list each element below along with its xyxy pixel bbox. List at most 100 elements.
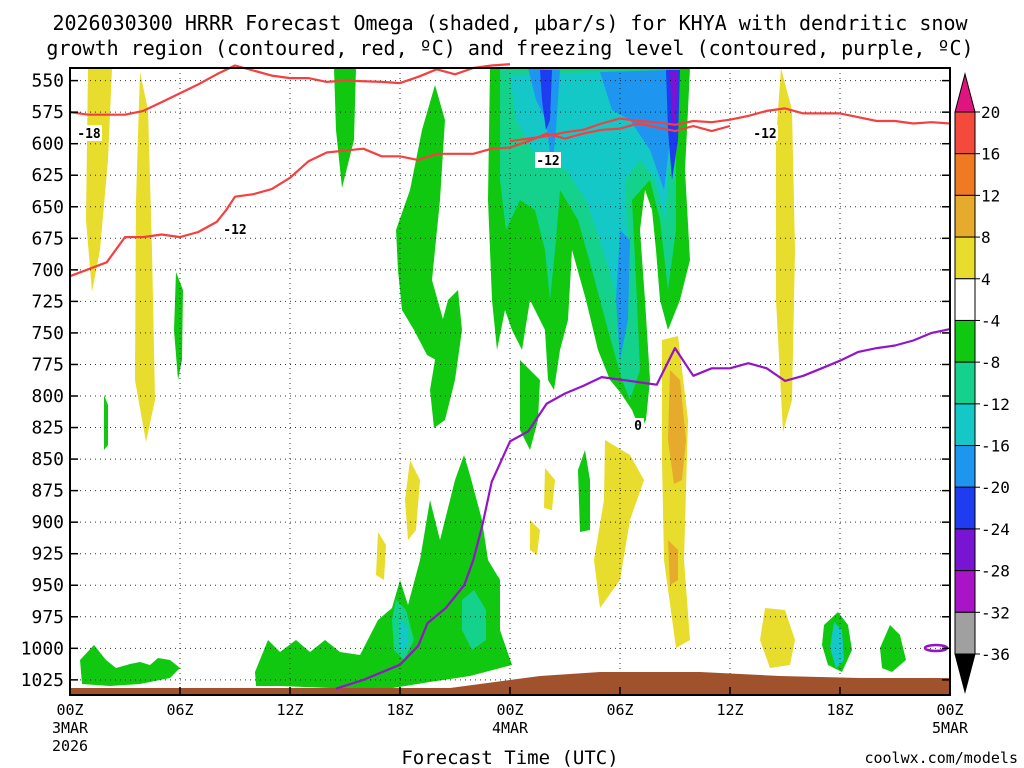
omega-green-region — [255, 455, 512, 690]
colorbar-label: 4 — [981, 270, 991, 289]
omega-green-region — [880, 625, 906, 672]
omega-green-region — [80, 645, 180, 686]
omega-green-region — [174, 272, 183, 380]
colorbar-swatch — [954, 111, 976, 155]
isotherm-series-line — [69, 122, 731, 278]
colorbar-label: 12 — [981, 186, 1000, 205]
colorbar-label: 20 — [981, 103, 1000, 122]
y-tick-label: 1025 — [21, 670, 64, 691]
isotherm-series-line — [509, 107, 951, 143]
omega-shading — [80, 68, 906, 690]
colorbar-swatch — [954, 278, 976, 321]
colorbar-swatch — [954, 403, 976, 447]
omega-purple-region — [670, 72, 678, 130]
omega-cyan-region — [400, 620, 408, 650]
credit-text: coolwx.com/models — [864, 749, 1018, 767]
colorbar-label: -36 — [981, 645, 1010, 664]
y-tick-label: 1000 — [21, 638, 64, 659]
colorbar-label: -16 — [981, 437, 1010, 456]
omega-yellow-region — [405, 460, 420, 540]
x-tick-label: 00Z — [936, 701, 963, 719]
colorbar-swatch — [954, 486, 976, 530]
y-tick-label: 750 — [31, 323, 64, 344]
y-tick-label: 875 — [31, 481, 64, 502]
colorbar-label: -4 — [981, 311, 1000, 330]
omega-yellow-region — [135, 72, 155, 442]
chart-title-line-1: 2026030300 HRRR Forecast Omega (shaded, … — [52, 11, 968, 35]
chart-title-line-2: growth region (contoured, red, ºC) and f… — [46, 36, 973, 60]
isotherm-label-m12-b: -12 — [536, 154, 559, 169]
omega-yellow-region — [544, 468, 555, 510]
x-axis-label: Forecast Time (UTC) — [401, 747, 618, 768]
isotherm-series-line — [335, 328, 951, 690]
contour-labels: -18 -12 -12 -12 0 — [76, 125, 778, 434]
colorbar-swatch — [954, 528, 976, 572]
isotherm-lines — [69, 63, 951, 690]
y-tick-label: 800 — [31, 386, 64, 407]
y-tick-label: 725 — [31, 291, 64, 312]
y-tick-label: 775 — [31, 354, 64, 375]
omega-green-region — [578, 450, 590, 532]
colorbar-swatch — [954, 194, 976, 238]
contour-label-bg — [752, 125, 778, 141]
colorbar-swatch — [954, 570, 976, 613]
omega-green-region — [430, 290, 462, 428]
y-tick-label: 700 — [31, 260, 64, 281]
colorbar-label: 16 — [981, 145, 1000, 164]
contour-label-bg — [76, 125, 102, 141]
y-axis: 550 575 600 625 650 675 700 725 750 775 800 825 850 8… — [21, 71, 950, 691]
omega-darkblue-region — [540, 70, 552, 130]
omega-yellow-region — [376, 532, 386, 580]
omega-blue-region — [616, 230, 630, 360]
y-tick-label: 650 — [31, 197, 64, 218]
contour-label-bg — [535, 152, 561, 168]
y-tick-label: 625 — [31, 165, 64, 186]
omega-green-region — [334, 68, 356, 188]
omega-blue-region — [600, 70, 672, 190]
contour-label-bg — [632, 418, 644, 432]
colorbar-label: -28 — [981, 562, 1010, 581]
omega-orange-region — [668, 370, 686, 484]
colorbar-bottom-arrow — [954, 653, 976, 694]
x-tick-label: 00Z — [496, 701, 523, 719]
x-tick-label: 06Z — [606, 701, 633, 719]
omega-yellow-region — [760, 608, 795, 668]
colorbar: 20 16 12 8 4 -4 -8 -12 -16 -20 -24 -28 -32 -36 — [954, 72, 1010, 694]
colorbar-swatch — [954, 361, 976, 405]
colorbar-swatch — [954, 611, 976, 655]
colorbar-swatch — [954, 153, 976, 196]
plot-area: -18 -12 -12 -12 0 — [69, 63, 951, 696]
omega-yellow-region — [530, 520, 540, 555]
y-tick-label: 600 — [31, 134, 64, 155]
colorbar-label: -8 — [981, 353, 1000, 372]
colorbar-label: -12 — [981, 395, 1010, 414]
contour-label-bg — [222, 221, 248, 237]
isotherm-series-line — [69, 63, 511, 116]
colorbar-swatch — [954, 319, 976, 363]
x-tick-date-label: 4MAR — [492, 719, 529, 737]
y-tick-label: 550 — [31, 71, 64, 92]
x-tick-label: 12Z — [716, 701, 743, 719]
colorbar-label: -20 — [981, 478, 1010, 497]
isotherm-label-m12-c: -12 — [753, 127, 776, 142]
colorbar-label: -32 — [981, 603, 1010, 622]
omega-orange-region — [668, 540, 678, 585]
colorbar-top-arrow — [954, 72, 976, 113]
x-tick-label: 12Z — [276, 701, 303, 719]
omega-blue-region — [528, 68, 560, 170]
isotherm-label-0: 0 — [634, 419, 642, 434]
y-tick-label: 975 — [31, 607, 64, 628]
x-tick-label: 18Z — [826, 701, 853, 719]
colorbar-label: 8 — [981, 228, 991, 247]
y-tick-label: 925 — [31, 544, 64, 565]
colorbar-label: -24 — [981, 520, 1010, 539]
grid-lines — [70, 68, 950, 695]
x-tick-label: 06Z — [166, 701, 193, 719]
x-tick-label: 18Z — [386, 701, 413, 719]
colorbar-swatch — [954, 236, 976, 280]
isotherm-label-m18: -18 — [77, 127, 101, 142]
x-tick-date-label: 5MAR — [932, 719, 969, 737]
omega-teal-region — [462, 590, 486, 650]
y-tick-label: 950 — [31, 575, 64, 596]
y-tick-label: 825 — [31, 418, 64, 439]
